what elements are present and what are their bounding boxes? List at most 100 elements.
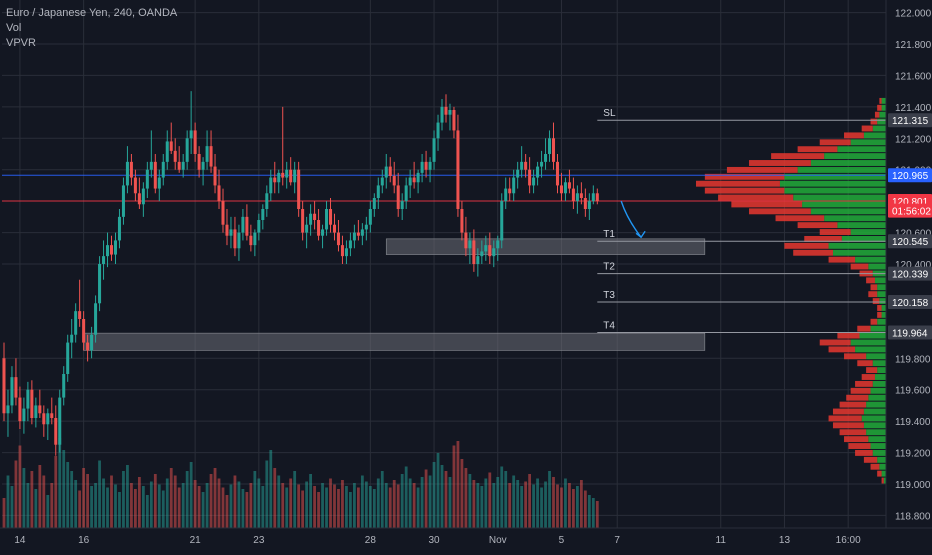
- candle-body: [317, 220, 321, 236]
- vpvr-row-green: [877, 367, 886, 374]
- vpvr-row-red: [844, 436, 869, 443]
- vpvr-row-green: [841, 235, 886, 242]
- vpvr-row-red: [861, 125, 873, 132]
- candle-body: [6, 405, 10, 414]
- vpvr-row-green: [861, 415, 886, 422]
- volume-bar: [301, 490, 305, 528]
- vpvr-row-green: [872, 380, 886, 387]
- vpvr-row-green: [881, 311, 886, 318]
- candle-body: [420, 161, 424, 173]
- candle-body: [360, 229, 364, 236]
- volume-bar: [321, 483, 324, 528]
- candle-body: [26, 389, 30, 409]
- volume-bar: [38, 465, 42, 528]
- volume-bar: [579, 480, 583, 528]
- candle-body: [86, 342, 90, 351]
- vpvr-row-red: [784, 242, 829, 249]
- vpvr-row-red: [877, 311, 882, 318]
- candle-body: [587, 201, 591, 209]
- y-tick-label: 120.400: [895, 260, 932, 271]
- price-label-text: 120.801: [892, 197, 929, 208]
- vpvr-row-red: [696, 180, 780, 187]
- candle-body: [153, 161, 157, 189]
- volume-bar: [217, 478, 221, 528]
- vpvr-row-green: [874, 374, 886, 380]
- vpvr-row-green: [881, 470, 886, 477]
- candle-body: [404, 185, 408, 202]
- candle-body: [579, 193, 583, 198]
- volume-bar: [468, 474, 472, 528]
- vpvr-row-red: [877, 470, 882, 477]
- symbol-title[interactable]: Euro / Japanese Yen, 240, OANDA: [6, 7, 178, 19]
- candle-body: [145, 169, 149, 189]
- vpvr-indicator-label[interactable]: VPVR: [6, 37, 36, 49]
- vpvr-row-red: [832, 408, 864, 415]
- candle-body: [185, 138, 189, 162]
- candle-body: [480, 251, 484, 257]
- candle-body: [54, 418, 58, 445]
- volume-bar: [205, 483, 209, 528]
- volume-bar: [197, 486, 201, 528]
- volume-bar: [177, 487, 181, 528]
- price-label-text: 120.965: [892, 171, 929, 182]
- volume-bar: [420, 477, 424, 528]
- vol-indicator-label[interactable]: Vol: [6, 22, 22, 34]
- volume-bar: [237, 481, 241, 528]
- candle-body: [10, 377, 14, 406]
- candle-body: [70, 334, 74, 343]
- volume-bar: [408, 478, 412, 528]
- vpvr-row-red: [726, 166, 798, 173]
- x-tick-label: 21: [190, 535, 202, 546]
- vpvr-row-red: [832, 422, 864, 429]
- volume-bar: [524, 481, 528, 528]
- volume-bar: [249, 483, 253, 528]
- volume-bar: [14, 460, 18, 528]
- volume-bar: [360, 475, 364, 528]
- candle-body: [141, 188, 145, 205]
- volume-bar: [536, 478, 539, 528]
- x-tick-label: 5: [559, 535, 565, 546]
- vpvr-row-green: [872, 125, 886, 132]
- vpvr-row-green: [797, 166, 886, 173]
- vpvr-row-red: [872, 298, 880, 305]
- volume-bar: [94, 483, 97, 528]
- vpvr-row-red: [797, 146, 838, 153]
- candle-body: [257, 220, 261, 233]
- vpvr-row-red: [874, 111, 880, 118]
- time-axis[interactable]: 14 16 21 23 28 30 Nov 5 7 11 13 16:00: [14, 535, 861, 546]
- candle-body: [376, 185, 380, 198]
- candle-body: [372, 198, 376, 209]
- candle-body: [551, 138, 556, 162]
- vpvr-row-green: [870, 443, 886, 449]
- volume-bar: [193, 480, 197, 528]
- y-tick-label: 121.600: [895, 71, 932, 82]
- volume-bar: [516, 480, 520, 528]
- candle-body: [336, 232, 340, 246]
- volume-bar: [564, 478, 567, 528]
- volume-bar: [544, 481, 547, 528]
- candle-body: [78, 311, 82, 319]
- candle-body: [520, 161, 524, 170]
- vpvr-row-red: [804, 235, 842, 242]
- x-tick-label: 14: [14, 535, 26, 546]
- volume-bar: [484, 478, 488, 528]
- volume-bar: [345, 486, 348, 528]
- price-axis[interactable]: 122.000121.800121.600121.400121.200121.0…: [895, 9, 932, 523]
- volume-bar: [452, 445, 456, 528]
- candle-body: [2, 358, 6, 414]
- candle-body: [364, 224, 368, 230]
- volume-bar: [396, 484, 400, 528]
- level-label-t3: T3: [603, 290, 615, 301]
- vpvr-row-red: [718, 194, 794, 201]
- volume-bar: [102, 478, 105, 528]
- candle-body: [532, 177, 536, 186]
- candle-body: [281, 172, 285, 178]
- candle-body: [213, 166, 217, 186]
- y-tick-label: 119.200: [895, 449, 931, 460]
- price-label-box: [888, 325, 932, 340]
- price-label-box: [888, 203, 932, 218]
- volume-bar: [225, 495, 229, 528]
- vpvr-row-green: [879, 111, 886, 118]
